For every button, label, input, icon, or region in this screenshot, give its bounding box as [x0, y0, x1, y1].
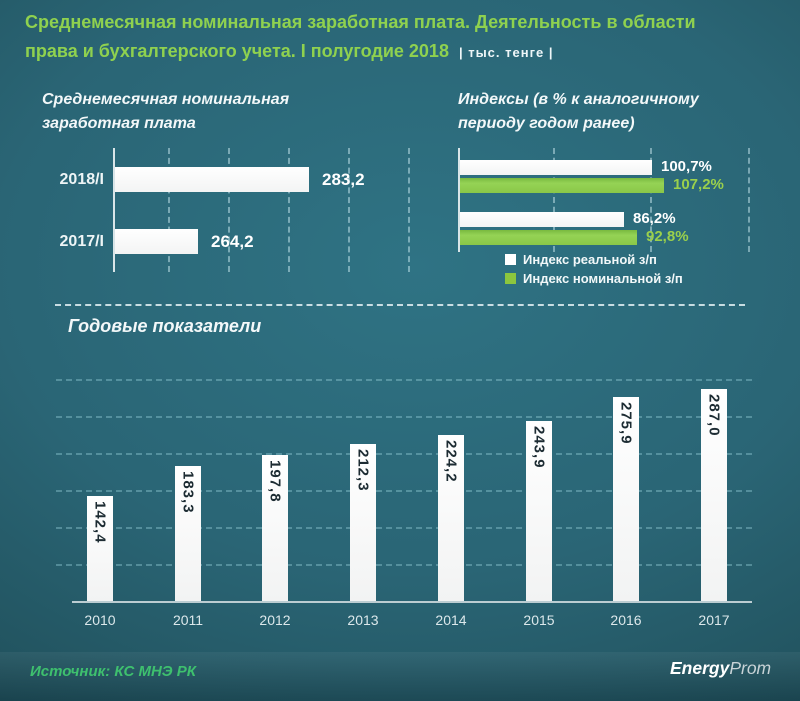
- x-axis-label: 2016: [610, 612, 642, 628]
- source-note: Источник: КС МНЭ РК: [30, 663, 196, 680]
- bar-value-label: 243,9: [530, 426, 548, 469]
- indices-chart-title: Индексы (в % к аналогичному периоду годо…: [458, 91, 699, 132]
- bar-2011: 183,3: [175, 466, 201, 601]
- page-title-line1: Среднемесячная номинальная заработная пл…: [25, 8, 780, 37]
- page-title: Среднемесячная номинальная заработная пл…: [25, 8, 780, 67]
- value-label: 283,2: [322, 170, 365, 189]
- bar-2015: 243,9: [526, 421, 552, 601]
- value-label: 264,2: [211, 232, 254, 251]
- x-axis-label: 2014: [435, 612, 467, 628]
- bar-2017: 287,0: [701, 389, 727, 601]
- legend-swatch: [505, 273, 516, 284]
- logo-energy: Energy: [670, 658, 730, 678]
- annual-plot-area: 142,4 183,3 197,8 212,3 224,2 243,9 275,9 287,0: [56, 373, 758, 603]
- section-divider: [55, 304, 745, 306]
- bar-value-label: 224,2: [442, 440, 460, 483]
- gridline: [553, 148, 555, 252]
- page-title-line2: права и бухгалтерского учета. I полугоди…: [25, 37, 780, 67]
- bar-value-label: 275,9: [617, 402, 635, 445]
- bar-value-label: 183,3: [179, 471, 197, 514]
- gridline: [288, 148, 290, 272]
- category-label: 2017/I: [59, 233, 104, 250]
- bar-2010: 142,4: [87, 496, 113, 601]
- footer-band: [0, 652, 800, 701]
- legend-label: Индекс реальной з/п: [523, 252, 657, 267]
- x-axis-label: 2017: [698, 612, 730, 628]
- unit-badge: | тыс. тенге |: [458, 45, 554, 60]
- bar: [115, 229, 198, 254]
- bar: [460, 230, 637, 245]
- energyprom-logo-text: EnergyProm: [670, 658, 771, 679]
- bar: [460, 212, 624, 227]
- y-axis-line: [113, 148, 115, 272]
- logo-prom: Prom: [729, 658, 772, 678]
- bar-2014: 224,2: [438, 435, 464, 601]
- annual-section-title: Годовые показатели: [68, 316, 262, 336]
- gridline: [650, 148, 652, 252]
- monthly-wage-chart-title: Среднемесячная номинальная заработная пл…: [42, 91, 290, 132]
- gridline: [56, 379, 752, 381]
- bar-value-label: 287,0: [705, 394, 723, 437]
- gridline: [228, 148, 230, 272]
- bar: [460, 178, 664, 193]
- bar-value-label: 197,8: [266, 460, 284, 503]
- gridline: [56, 416, 752, 418]
- bar: [460, 160, 652, 175]
- bar-2016: 275,9: [613, 397, 639, 601]
- x-axis-line: [72, 601, 752, 603]
- value-label: 107,2%: [673, 176, 724, 193]
- bar: [115, 167, 309, 192]
- x-axis-label: 2015: [523, 612, 555, 628]
- energyprom-logo: EnergyProm: [662, 658, 771, 679]
- legend-swatch: [505, 254, 516, 265]
- legend-label: Индекс номинальной з/п: [523, 271, 683, 286]
- annual-chart: 142,4 183,3 197,8 212,3 224,2 243,9 275,9 287,0…: [56, 373, 766, 638]
- bar-value-label: 142,4: [91, 501, 109, 544]
- bar-value-label: 212,3: [354, 449, 372, 492]
- indices-chart: 100,7% 86,2% 107,2% 92,8% Индекс реальной з/…: [440, 140, 800, 310]
- value-label: 86,2%: [633, 210, 676, 227]
- legend-item: Индекс номинальной з/п: [505, 271, 683, 287]
- legend-item: Индекс реальной з/п: [505, 252, 657, 268]
- gridline: [408, 148, 410, 272]
- gridline: [348, 148, 350, 272]
- bar-2012: 197,8: [262, 455, 288, 601]
- value-label: 92,8%: [646, 228, 689, 245]
- gridline: [56, 527, 752, 529]
- gridline: [56, 453, 752, 455]
- gridline: [56, 490, 752, 492]
- x-axis-label: 2010: [84, 612, 116, 628]
- value-label: 100,7%: [661, 158, 712, 175]
- title-text-1: Среднемесячная номинальная заработная пл…: [25, 12, 696, 32]
- bar-2013: 212,3: [350, 444, 376, 601]
- gridline: [168, 148, 170, 272]
- title-text-2: права и бухгалтерского учета. I полугоди…: [25, 41, 449, 61]
- category-label: 2018/I: [59, 171, 104, 188]
- gridline: [748, 148, 750, 252]
- monthly-wage-chart: 2018/I 283,2 2017/I 264,2: [40, 140, 435, 280]
- gridline: [56, 564, 752, 566]
- x-axis-label: 2011: [172, 612, 204, 628]
- x-axis-label: 2013: [347, 612, 379, 628]
- x-axis-label: 2012: [259, 612, 291, 628]
- y-axis-line: [458, 148, 460, 252]
